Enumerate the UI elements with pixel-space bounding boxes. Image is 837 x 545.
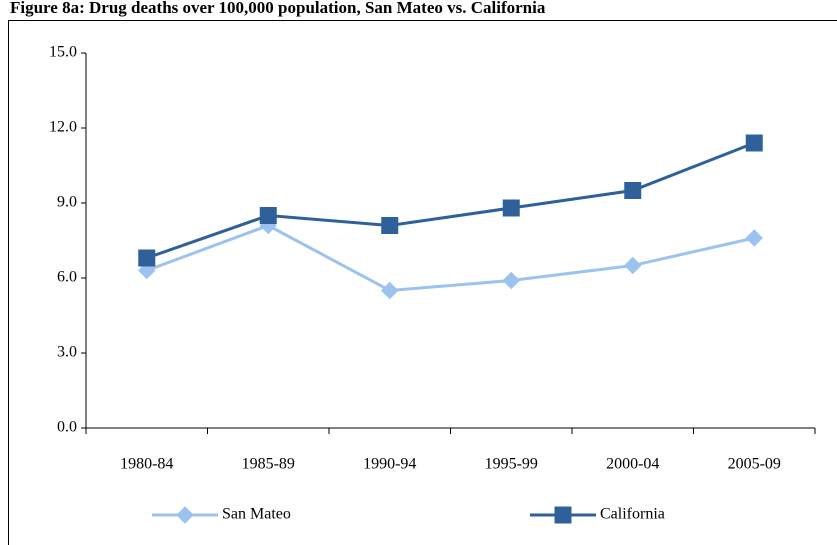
- data-point: [745, 229, 763, 247]
- x-tick-label: 1995-99: [485, 456, 538, 473]
- y-tick-label: 9.0: [57, 194, 77, 211]
- legend-label: California: [600, 506, 665, 523]
- chart-title: Figure 8a: Drug deaths over 100,000 popu…: [10, 0, 546, 17]
- data-point: [381, 281, 399, 300]
- x-tick-label: 1980-84: [120, 456, 173, 473]
- data-point: [745, 134, 763, 152]
- x-tick-label: 1985-89: [242, 456, 295, 473]
- chart-frame: [8, 20, 837, 545]
- data-point: [381, 217, 399, 234]
- data-point: [624, 256, 642, 275]
- data-point: [259, 207, 277, 224]
- legend-label: San Mateo: [222, 506, 291, 523]
- y-tick-label: 0.0: [57, 419, 77, 436]
- legend-marker: [554, 506, 572, 524]
- y-tick-label: 6.0: [57, 269, 77, 286]
- data-point: [624, 182, 642, 199]
- x-tick-label: 1990-94: [363, 456, 416, 473]
- data-point: [502, 271, 520, 290]
- data-point: [502, 199, 520, 217]
- x-tick-label: 2000-04: [606, 456, 659, 473]
- x-tick-label: 2005-09: [728, 456, 781, 473]
- y-tick-label: 12.0: [49, 119, 77, 136]
- series-line: [146, 223, 755, 293]
- data-point: [138, 249, 156, 267]
- y-tick-label: 3.0: [57, 344, 77, 361]
- series-line: [146, 141, 755, 260]
- y-tick-label: 15.0: [49, 44, 77, 61]
- legend-marker: [176, 506, 194, 524]
